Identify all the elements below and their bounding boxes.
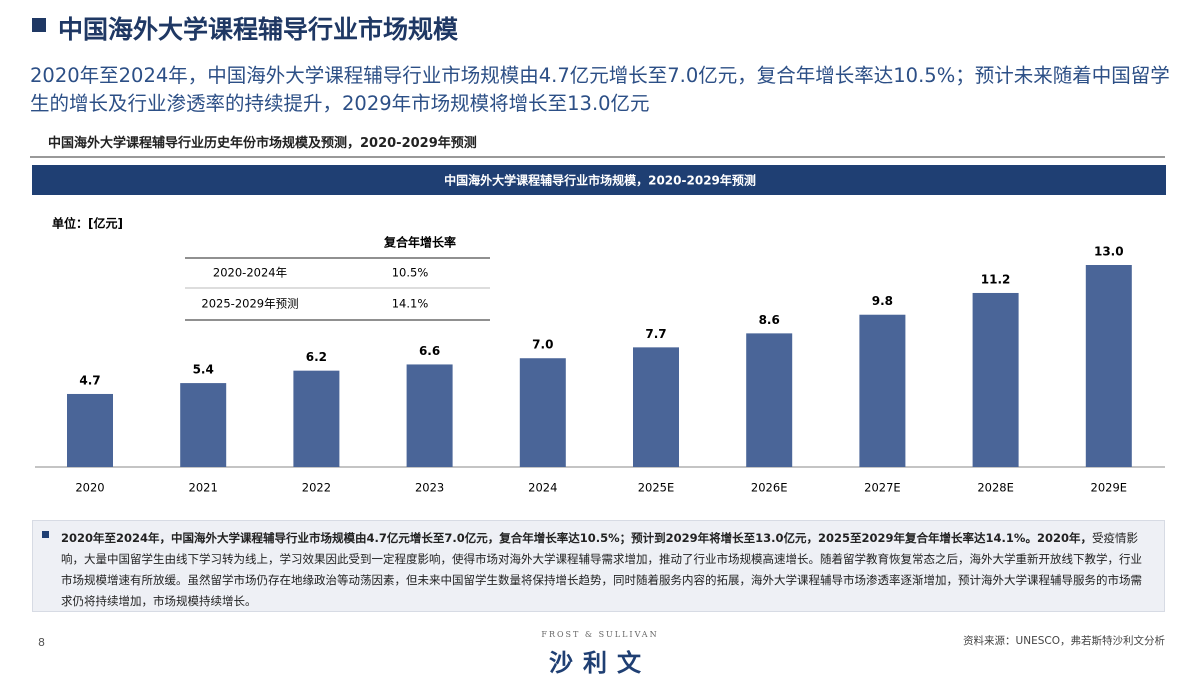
value-label: 8.6	[759, 313, 780, 327]
cagr-header: 复合年增长率	[383, 235, 456, 250]
x-tick-label: 2026E	[751, 481, 788, 495]
bar	[519, 358, 566, 467]
cagr-value: 14.1%	[392, 297, 429, 311]
note-box: 2020年至2024年，中国海外大学课程辅导行业市场规模由4.7亿元增长至7.0…	[32, 520, 1165, 612]
value-label: 7.7	[645, 327, 666, 341]
x-tick-label: 2023	[415, 481, 444, 495]
cagr-value: 10.5%	[392, 266, 429, 280]
bar	[406, 364, 453, 467]
note-bold: 2020年至2024年，中国海外大学课程辅导行业市场规模由4.7亿元增长至7.0…	[61, 531, 1092, 545]
x-tick-label: 2020	[75, 481, 104, 495]
page-number: 8	[38, 636, 45, 649]
value-label: 4.7	[79, 373, 100, 387]
bar	[67, 393, 113, 467]
unit-label: 单位：[亿元]	[52, 216, 123, 231]
bar	[633, 347, 679, 467]
x-tick-label: 2027E	[864, 481, 901, 495]
x-tick-label: 2022	[302, 481, 331, 495]
bar	[1085, 265, 1132, 467]
value-label: 5.4	[193, 363, 214, 377]
bar	[293, 370, 340, 467]
x-tick-label: 2028E	[977, 481, 1014, 495]
bar	[180, 383, 227, 467]
value-label: 13.0	[1094, 245, 1124, 259]
bar	[746, 333, 793, 467]
bar	[859, 314, 906, 467]
note-text: 受疫情影响，大量中国留学生由线下学习转为线上，学习效果因此受到一定程度影响，使得…	[61, 531, 1142, 608]
summary: 2020年至2024年，中国海外大学课程辅导行业市场规模由4.7亿元增长至7.0…	[30, 64, 1170, 115]
section-title: 中国海外大学课程辅导行业历史年份市场规模及预测，2020-2029年预测	[48, 136, 477, 151]
value-label: 6.6	[419, 344, 440, 358]
chart-banner	[32, 165, 1166, 195]
source: 资料来源：UNESCO，弗若斯特沙利文分析	[963, 635, 1165, 647]
logo-cn: 沙利文	[549, 649, 651, 677]
value-label: 9.8	[872, 294, 893, 308]
x-tick-label: 2025E	[638, 481, 675, 495]
value-label: 7.0	[532, 338, 553, 352]
chart-title: 中国海外大学课程辅导行业市场规模，2020-2029年预测	[444, 173, 756, 188]
note-marker	[42, 531, 49, 538]
value-label: 6.2	[306, 350, 327, 364]
title-marker	[32, 18, 46, 32]
cagr-period: 2025-2029年预测	[201, 297, 298, 311]
cagr-period: 2020-2024年	[213, 266, 287, 280]
bar	[972, 292, 1019, 467]
slide-title: 中国海外大学课程辅导行业市场规模	[58, 15, 459, 44]
value-label: 11.2	[981, 272, 1011, 286]
x-tick-label: 2021	[189, 481, 218, 495]
x-tick-label: 2029E	[1091, 481, 1128, 495]
x-tick-label: 2024	[528, 481, 557, 495]
logo-en: FROST & SULLIVAN	[541, 630, 659, 639]
